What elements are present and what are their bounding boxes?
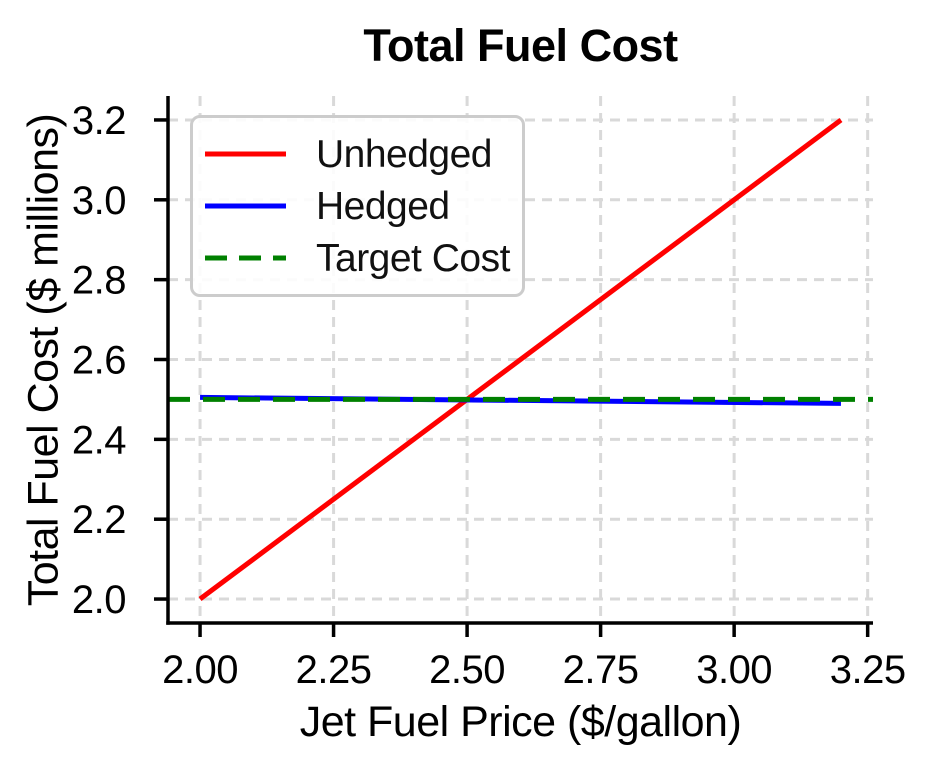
legend-label-unhedged: Unhedged (316, 132, 493, 176)
y-tick-label: 2.0 (72, 578, 126, 622)
x-tick-label: 2.50 (429, 648, 505, 692)
legend-swatch-hedged-line (205, 203, 286, 209)
x-tick-label: 2.25 (296, 648, 372, 692)
y-axis-label: Total Fuel Cost ($ millions) (19, 113, 68, 607)
series-line-unhedged (198, 117, 843, 602)
y-tick-label: 2.2 (72, 498, 126, 542)
legend-item-unhedged: Unhedged (205, 135, 522, 174)
x-tick-label: 3.00 (696, 648, 772, 692)
y-tick-label: 3.2 (72, 99, 126, 143)
x-axis-label: Jet Fuel Price ($/gallon) (299, 698, 742, 746)
x-tick-label: 2.75 (563, 648, 639, 692)
legend-label-target-cost: Target Cost (316, 236, 510, 280)
x-tick-label: 2.00 (162, 648, 238, 692)
y-tick-label: 2.8 (72, 259, 126, 303)
y-tick-label: 3.0 (72, 179, 126, 223)
x-tick-label: 3.25 (830, 648, 906, 692)
legend-item-hedged: Hedged (205, 187, 522, 226)
legend: Unhedged Hedged Target Cost (190, 115, 525, 297)
legend-swatch-unhedged-line (205, 151, 286, 157)
y-tick-label: 2.4 (72, 418, 126, 462)
legend-label-hedged: Hedged (316, 184, 450, 228)
legend-item-target-cost: Target Cost (205, 239, 522, 278)
legend-swatch-target-cost-line (205, 255, 286, 261)
y-tick-label: 2.6 (72, 339, 126, 383)
chart-title: Total Fuel Cost (363, 20, 678, 71)
